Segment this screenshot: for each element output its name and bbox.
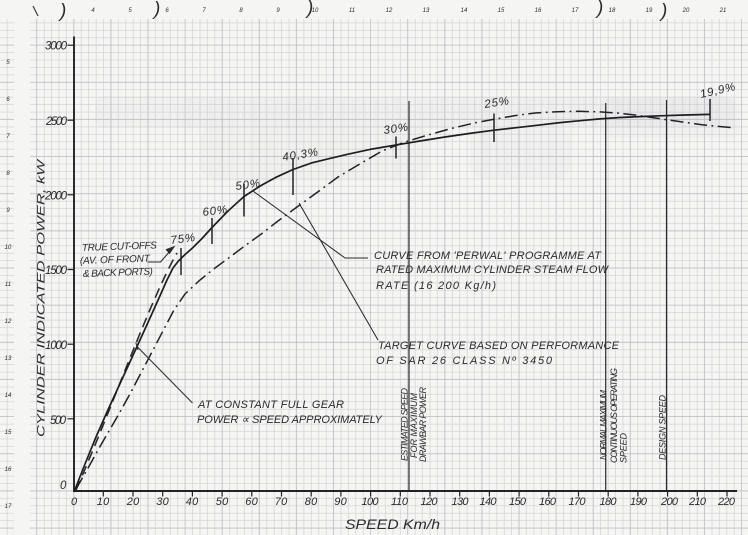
svg-text:21: 21 [719,8,727,14]
svg-text:12: 12 [5,319,12,325]
svg-text:190: 190 [630,496,648,508]
svg-text:100: 100 [362,496,380,508]
svg-text:ESTIMATED SPEED: ESTIMATED SPEED [400,388,410,462]
svg-text:10: 10 [97,496,110,508]
svg-text:14: 14 [5,393,12,399]
svg-text:CYLINDER INDICATED POWER, k: CYLINDER INDICATED POWER, kW [36,158,48,437]
svg-text:): ) [58,1,66,22]
svg-text:75%: 75% [170,232,197,247]
svg-text:8: 8 [239,8,243,14]
svg-text:17: 17 [572,8,579,14]
svg-text:11: 11 [349,8,355,14]
svg-text:6: 6 [165,8,169,14]
svg-text:90: 90 [334,496,347,508]
svg-text:CURVE FROM 'PERWAL' PROGRAMME: CURVE FROM 'PERWAL' PROGRAMME AT [374,250,602,262]
svg-text:0: 0 [60,480,67,492]
svg-text:& BACK PORTS): & BACK PORTS) [83,267,153,280]
svg-text:1500: 1500 [45,265,68,277]
svg-text:1000: 1000 [45,340,68,352]
svg-text:4: 4 [91,8,95,14]
svg-text:8: 8 [6,171,10,177]
svg-text:FOR MAXIMUM: FOR MAXIMUM [409,393,419,459]
svg-text:DRAWBAR POWER: DRAWBAR POWER [418,387,428,463]
svg-text:NORMAL MAXIMUM: NORMAL MAXIMUM [599,390,609,461]
svg-text:16: 16 [5,467,12,473]
svg-text:150: 150 [509,496,527,508]
svg-text:): ) [595,0,603,19]
svg-text:): ) [305,0,313,19]
svg-text:SPEED Km/h: SPEED Km/h [345,517,440,532]
svg-text:6: 6 [6,97,10,103]
svg-text:(AV. OF FRONT: (AV. OF FRONT [80,254,151,267]
svg-text:AT CONSTANT FULL GEAR: AT CONSTANT FULL GEAR [197,399,344,411]
svg-text:80: 80 [305,496,318,508]
svg-text:30%: 30% [383,122,410,137]
svg-text:POWER ∝ SPEED APPROXIMATELY: POWER ∝ SPEED APPROXIMATELY [197,414,383,426]
svg-text:0: 0 [71,496,78,508]
svg-text:10: 10 [312,8,319,14]
svg-text:TRUE CUT-OFFS: TRUE CUT-OFFS [82,240,158,254]
svg-text:9: 9 [276,8,280,14]
svg-text:7: 7 [202,8,206,14]
svg-text:12: 12 [386,8,393,14]
svg-text:2500: 2500 [45,116,68,128]
svg-text:11: 11 [5,282,11,288]
svg-text:200: 200 [660,496,679,508]
svg-text:2000: 2000 [44,191,68,203]
svg-text:50%: 50% [235,178,262,193]
svg-text:60: 60 [245,496,258,508]
svg-text:7: 7 [6,134,10,140]
svg-text:70: 70 [275,496,288,508]
svg-text:130: 130 [452,496,470,508]
svg-text:19: 19 [646,8,653,14]
svg-text:TARGET CURVE BASED ON PERFORMA: TARGET CURVE BASED ON PERFORMANCE [378,340,620,352]
svg-text:): ) [152,0,160,20]
svg-text:CONTINUOUS OPERATING: CONTINUOUS OPERATING [609,368,619,463]
svg-text:40,3%: 40,3% [282,146,320,164]
svg-text:5: 5 [128,8,132,14]
svg-text:16: 16 [535,8,542,14]
svg-text:DESIGN SPEED: DESIGN SPEED [658,395,668,461]
svg-text:50: 50 [216,496,229,508]
svg-text:17: 17 [5,504,12,510]
svg-text:220: 220 [717,496,736,508]
svg-text:60%: 60% [202,204,229,219]
svg-text:10: 10 [5,245,12,251]
svg-text:15: 15 [498,8,505,14]
svg-text:20: 20 [682,8,690,14]
svg-text:500: 500 [50,415,67,427]
svg-text:210: 210 [688,496,707,508]
svg-text:9: 9 [6,208,10,214]
svg-text:160: 160 [539,496,557,508]
svg-text:14: 14 [461,8,468,14]
svg-text:30: 30 [156,496,169,508]
svg-text:25%: 25% [483,95,511,111]
svg-text:15: 15 [5,430,12,436]
svg-text:18: 18 [609,8,616,14]
svg-text:13: 13 [423,8,430,14]
svg-text:RATED MAXIMUM CYLINDER STEAM F: RATED MAXIMUM CYLINDER STEAM FLOW [376,264,610,276]
svg-text:5: 5 [6,60,10,66]
svg-text:20: 20 [126,496,140,508]
svg-text:140: 140 [480,496,498,508]
svg-text:SPEED: SPEED [619,433,629,464]
svg-text:RATE (16 200 Kg/h): RATE (16 200 Kg/h) [376,280,496,292]
svg-text:3000: 3000 [45,41,68,53]
svg-text:OF SAR 26 CLASS Nº 3450: OF SAR 26 CLASS Nº 3450 [376,355,553,367]
svg-text:170: 170 [569,496,587,508]
svg-text:13: 13 [5,356,12,362]
svg-text:120: 120 [421,496,439,508]
svg-text:110: 110 [391,496,409,508]
svg-text:180: 180 [600,496,618,508]
svg-text:40: 40 [186,496,199,508]
svg-text:): ) [659,1,667,22]
